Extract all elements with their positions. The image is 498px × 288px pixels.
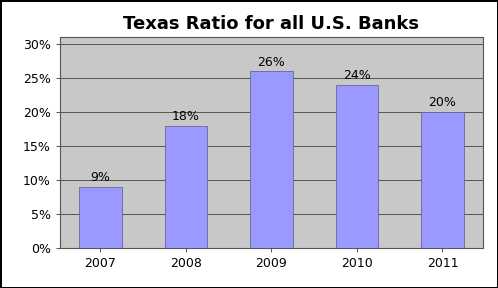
Bar — [79, 187, 122, 248]
Text: 20%: 20% — [428, 96, 456, 109]
Bar — [250, 71, 293, 248]
Text: 9%: 9% — [91, 171, 111, 184]
Bar — [164, 126, 207, 248]
Text: 26%: 26% — [257, 56, 285, 69]
Bar — [421, 112, 464, 248]
Text: 18%: 18% — [172, 110, 200, 123]
Title: Texas Ratio for all U.S. Banks: Texas Ratio for all U.S. Banks — [124, 15, 419, 33]
Text: 24%: 24% — [343, 69, 371, 82]
Bar — [336, 85, 378, 248]
